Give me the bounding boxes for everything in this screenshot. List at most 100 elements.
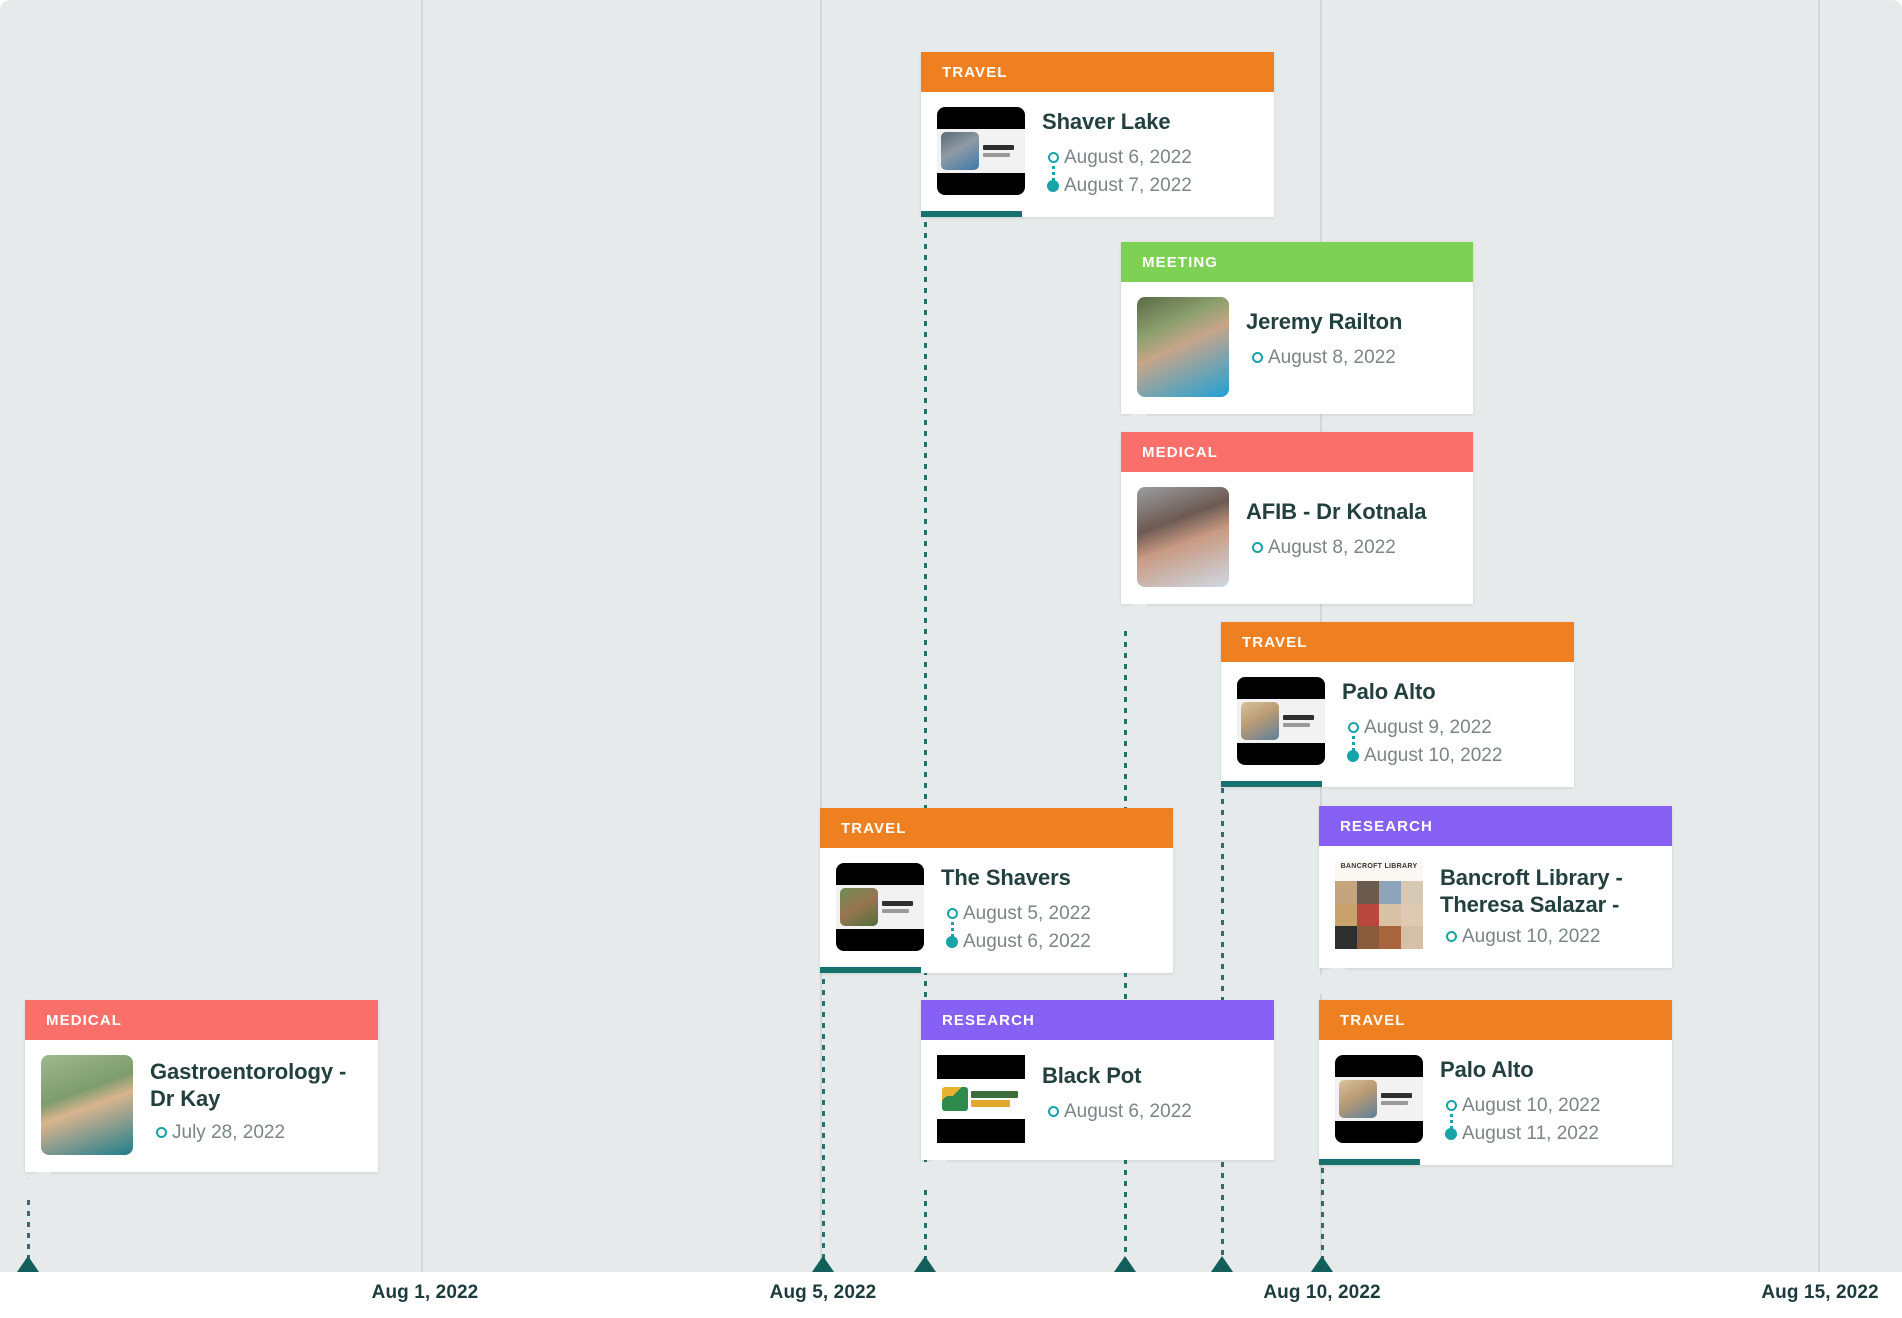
event-title: Black Pot <box>1042 1063 1142 1088</box>
axis-marker <box>1311 1256 1333 1272</box>
event-category-label: TRAVEL <box>1340 1011 1406 1029</box>
event-category-label: MEDICAL <box>1142 443 1219 461</box>
event-start-date: August 9, 2022 <box>1364 716 1492 738</box>
event-thumbnail-document-icon <box>1335 1055 1423 1143</box>
event-category-label: MEETING <box>1142 253 1219 271</box>
axis-marker <box>1211 1256 1233 1272</box>
event-dates: August 8, 2022 <box>1246 344 1455 372</box>
event-card-the-shavers[interactable]: TRAVEL The Shavers <box>820 808 1173 973</box>
event-card-body: BANCROFT LIBRARY Bancroft Library - Ther… <box>1319 846 1672 968</box>
event-thumbnail-portrait <box>1137 297 1229 397</box>
event-category-label: TRAVEL <box>1242 633 1308 651</box>
date-start-dot-icon <box>1440 1100 1462 1112</box>
gridline-aug-15 <box>1818 0 1820 1272</box>
event-thumbnail-bancroft-logo: BANCROFT LIBRARY <box>1335 861 1423 949</box>
event-dates: August 5, 2022 August 6, 2022 <box>941 900 1155 956</box>
date-start-dot-icon <box>150 1127 172 1139</box>
event-category-badge: MEDICAL <box>25 1000 378 1040</box>
gridline-aug-1 <box>421 0 423 1272</box>
event-card-black-pot[interactable]: RESEARCH Black Pot August 6, 2022 <box>921 1000 1274 1186</box>
event-start-date: August 6, 2022 <box>1064 1100 1192 1122</box>
card-notch <box>25 1172 51 1198</box>
event-thumbnail-document-icon <box>1237 677 1325 765</box>
museum-logo-icon <box>942 1087 968 1111</box>
event-category-label: TRAVEL <box>841 819 907 837</box>
event-category-badge: TRAVEL <box>1319 1000 1672 1040</box>
event-category-badge: TRAVEL <box>921 52 1274 92</box>
date-start-dot-icon <box>1342 722 1364 734</box>
date-start-dot-icon <box>1440 931 1462 943</box>
event-card-afib-dr-kotnala[interactable]: MEDICAL AFIB - Dr Kotnala August 8, 2022 <box>1121 432 1473 630</box>
event-category-label: MEDICAL <box>46 1011 123 1029</box>
thumbnail-photo <box>840 888 878 926</box>
event-start-date: August 8, 2022 <box>1268 536 1396 558</box>
card-notch <box>921 1160 947 1186</box>
event-thumbnail-museum-logo <box>937 1055 1025 1143</box>
event-duration-bar <box>1319 1158 1420 1165</box>
event-card-gastroenterology-dr-kay[interactable]: MEDICAL Gastroentorology - Dr Kay July 2… <box>25 1000 378 1198</box>
axis-marker <box>17 1256 39 1272</box>
thumbnail-photo <box>1339 1080 1377 1118</box>
thumbnail-photo <box>1241 702 1279 740</box>
event-card-body: Palo Alto August 9, 2022 August 10, 2022 <box>1221 662 1574 787</box>
gridline-aug-5 <box>820 0 822 1272</box>
event-category-badge: RESEARCH <box>1319 806 1672 846</box>
event-card-body: The Shavers August 5, 2022 August 6, 202… <box>820 848 1173 973</box>
event-thumbnail-document-icon <box>836 863 924 951</box>
event-category-label: RESEARCH <box>942 1011 1035 1029</box>
event-end-date: August 7, 2022 <box>1064 174 1192 196</box>
event-dates: August 10, 2022 August 11, 2022 <box>1440 1092 1654 1148</box>
event-title: The Shavers <box>941 865 1071 890</box>
connector-the-shavers <box>822 968 825 1262</box>
event-duration-bar <box>1221 780 1322 787</box>
event-dates: August 8, 2022 <box>1246 534 1455 562</box>
date-end-dot-icon <box>1042 179 1064 192</box>
event-thumbnail-portrait <box>1137 487 1229 587</box>
axis-tick-label: Aug 10, 2022 <box>1263 1282 1381 1303</box>
event-card-bancroft-library[interactable]: RESEARCH BANCROFT LIBRARY Bancroft Libra… <box>1319 806 1672 994</box>
event-start-date: August 10, 2022 <box>1462 1094 1601 1116</box>
timeline-axis: Aug 1, 2022 Aug 5, 2022 Aug 10, 2022 Aug… <box>0 1272 1902 1318</box>
event-title: AFIB - Dr Kotnala <box>1246 499 1427 524</box>
axis-tick-label: Aug 15, 2022 <box>1761 1282 1879 1303</box>
event-category-badge: MEETING <box>1121 242 1473 282</box>
event-start-date: July 28, 2022 <box>172 1121 286 1143</box>
connector-shaver-lake <box>924 222 927 1262</box>
event-category-label: RESEARCH <box>1340 817 1433 835</box>
event-card-jeremy-railton[interactable]: MEETING Jeremy Railton August 8, 2022 <box>1121 242 1473 440</box>
axis-marker <box>914 1256 936 1272</box>
event-category-label: TRAVEL <box>942 63 1008 81</box>
event-end-date: August 6, 2022 <box>963 930 1091 952</box>
event-duration-bar <box>820 966 921 973</box>
thumbnail-caption: BANCROFT LIBRARY <box>1335 861 1423 881</box>
event-card-body: Palo Alto August 10, 2022 August 11, 202… <box>1319 1040 1672 1165</box>
timeline-plot-area[interactable]: TRAVEL Shaver Lake <box>0 0 1902 1272</box>
date-start-dot-icon <box>941 908 963 920</box>
event-card-body: Jeremy Railton August 8, 2022 <box>1121 282 1473 414</box>
event-card-body: Shaver Lake August 6, 2022 August 7, 202… <box>921 92 1274 217</box>
event-card-body: Black Pot August 6, 2022 <box>921 1040 1274 1160</box>
date-start-dot-icon <box>1246 542 1268 554</box>
event-dates: July 28, 2022 <box>150 1119 360 1147</box>
date-start-dot-icon <box>1042 152 1064 164</box>
event-category-badge: TRAVEL <box>1221 622 1574 662</box>
event-dates: August 6, 2022 August 7, 2022 <box>1042 144 1256 200</box>
event-card-palo-alto-1[interactable]: TRAVEL Palo Alto <box>1221 622 1574 787</box>
event-card-shaver-lake[interactable]: TRAVEL Shaver Lake <box>921 52 1274 217</box>
date-end-dot-icon <box>1440 1127 1462 1140</box>
event-title: Gastroentorology - Dr Kay <box>150 1059 347 1111</box>
date-start-dot-icon <box>1042 1106 1064 1118</box>
card-notch <box>1121 604 1147 630</box>
event-category-badge: RESEARCH <box>921 1000 1274 1040</box>
event-card-body: AFIB - Dr Kotnala August 8, 2022 <box>1121 472 1473 604</box>
event-title: Palo Alto <box>1440 1057 1534 1082</box>
axis-tick-label: Aug 1, 2022 <box>371 1282 479 1303</box>
event-title: Palo Alto <box>1342 679 1436 704</box>
event-card-palo-alto-2[interactable]: TRAVEL Palo Alto <box>1319 1000 1672 1165</box>
event-dates: August 6, 2022 <box>1042 1098 1256 1126</box>
axis-marker <box>812 1256 834 1272</box>
connector-palo-alto-2 <box>1321 1168 1324 1262</box>
event-start-date: August 6, 2022 <box>1064 146 1192 168</box>
date-end-dot-icon <box>941 935 963 948</box>
